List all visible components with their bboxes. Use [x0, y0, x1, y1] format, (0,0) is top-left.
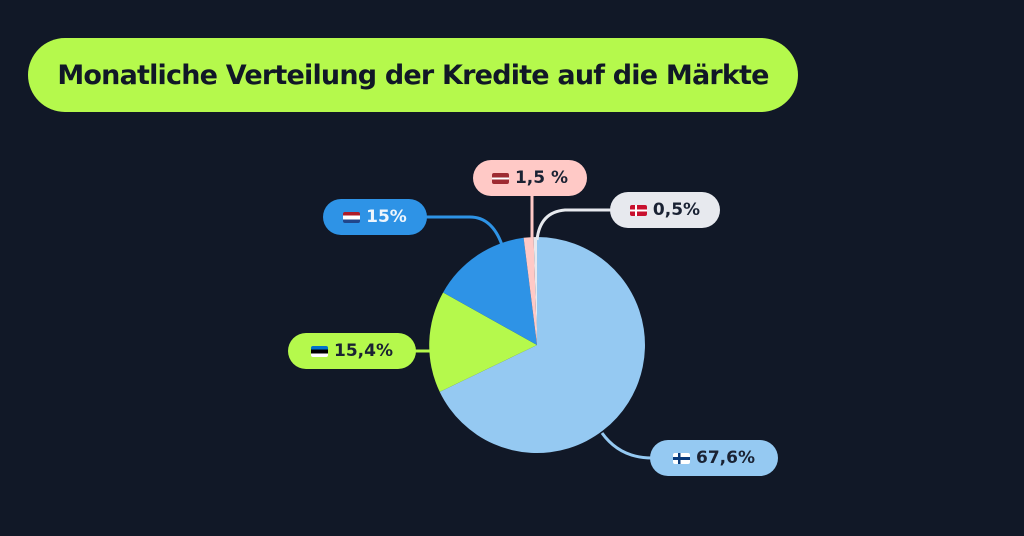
netherlands-flag-icon	[343, 211, 361, 223]
slice-netherlands	[443, 237, 537, 345]
slice-estonia	[429, 292, 537, 392]
chart-title: Monatliche Verteilung der Kredite auf di…	[57, 59, 769, 91]
label-finland: 67,6%	[650, 440, 778, 476]
estonia-flag-icon	[311, 345, 328, 357]
label-estonia: 15,4%	[288, 333, 416, 369]
leader-netherlands	[425, 215, 504, 246]
label-denmark: 0,5%	[610, 192, 720, 228]
latvia-flag-icon	[491, 172, 509, 184]
finland-flag-icon	[673, 452, 690, 464]
denmark-flag-icon	[629, 204, 647, 216]
slice-finland	[439, 237, 645, 453]
leader-denmark	[535, 208, 612, 241]
label-netherlands: 15%	[323, 199, 427, 235]
label-latvia: 1,5 %	[473, 160, 587, 196]
title-banner: Monatliche Verteilung der Kredite auf di…	[28, 38, 798, 112]
leader-finland	[600, 432, 653, 460]
slice-denmark	[533, 237, 537, 345]
slice-latvia	[523, 237, 537, 345]
